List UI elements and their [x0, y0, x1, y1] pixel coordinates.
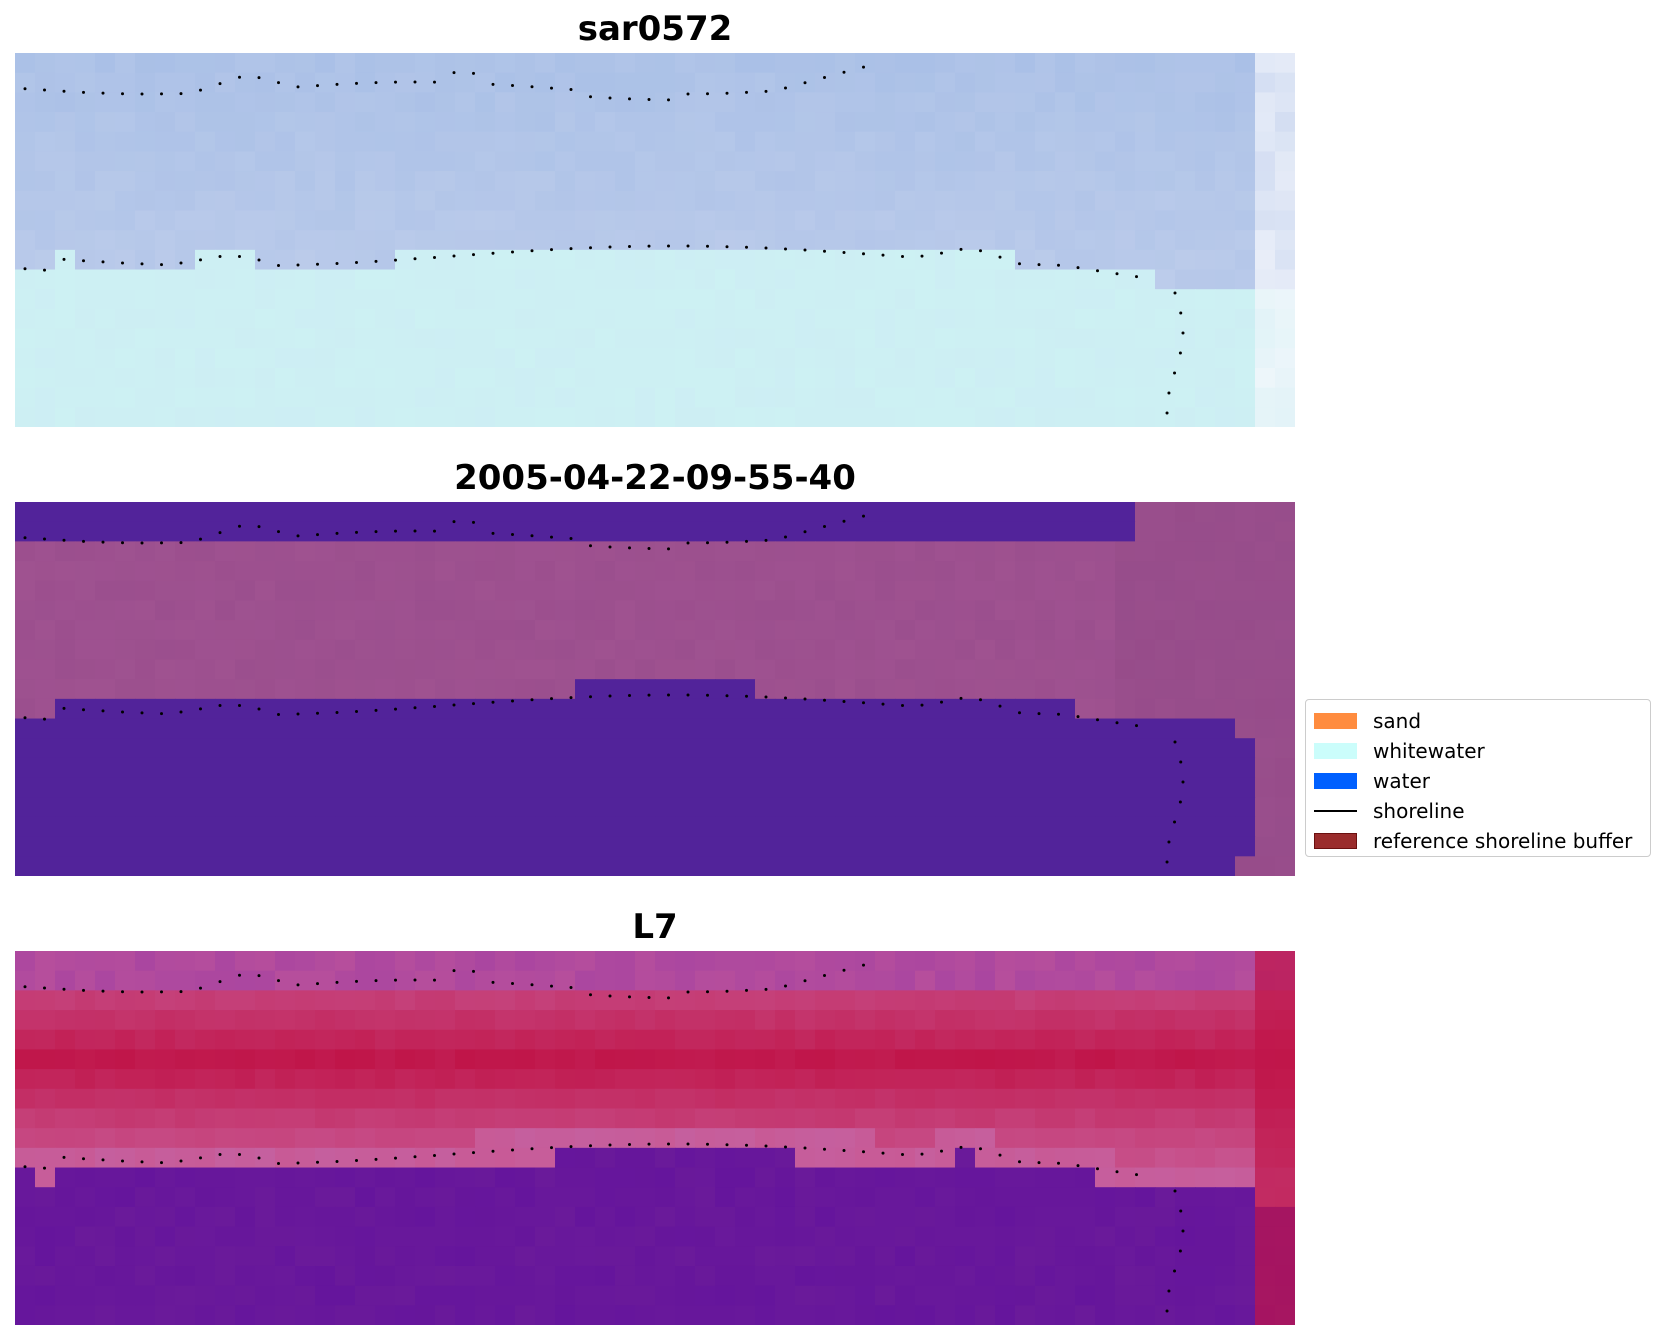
legend-label-water: water — [1373, 769, 1430, 793]
shoreline-dots — [23, 65, 1185, 415]
panel-index-image — [15, 951, 1295, 1325]
index-image-canvas — [15, 951, 1295, 1325]
legend-item-water: water — [1306, 766, 1650, 796]
legend-item-shoreline: shoreline — [1306, 796, 1650, 826]
panel-classified-image — [15, 502, 1295, 876]
rgb-image-canvas — [15, 53, 1295, 427]
legend-label-shoreline: shoreline — [1373, 799, 1465, 823]
panel-title-3: L7 — [632, 907, 678, 947]
legend-item-reference-buffer: reference shoreline buffer — [1306, 826, 1650, 856]
legend-item-whitewater: whitewater — [1306, 736, 1650, 766]
shoreline-dots — [23, 514, 1185, 864]
classified-image-canvas — [15, 502, 1295, 876]
legend-label-sand: sand — [1373, 709, 1422, 733]
legend-item-sand: sand — [1306, 706, 1650, 736]
panel-title-2: 2005-04-22-09-55-40 — [454, 458, 856, 498]
panel-title-1: sar0572 — [577, 9, 733, 49]
whitewater-swatch — [1314, 743, 1357, 759]
shoreline-line-swatch — [1314, 810, 1357, 812]
legend-label-reference-buffer: reference shoreline buffer — [1373, 829, 1633, 853]
shoreline-dots — [23, 963, 1185, 1313]
water-swatch — [1314, 773, 1357, 789]
panel-rgb-image — [15, 53, 1295, 427]
legend-label-whitewater: whitewater — [1373, 739, 1485, 763]
sand-swatch — [1314, 713, 1357, 729]
legend: sand whitewater water shoreline referenc… — [1305, 699, 1651, 857]
reference-buffer-swatch — [1314, 833, 1357, 849]
